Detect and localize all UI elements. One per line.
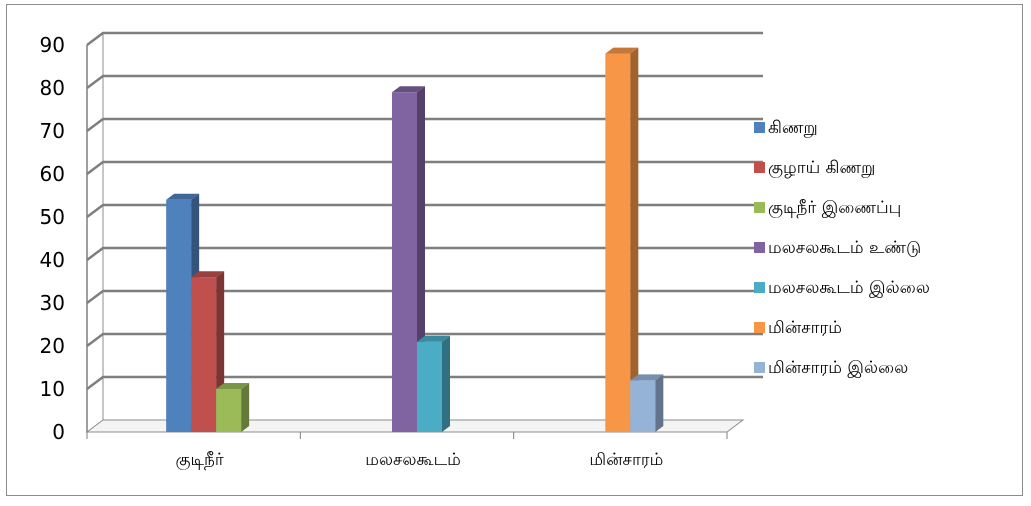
gridline bbox=[86, 332, 763, 347]
y-tick-label: 40 bbox=[40, 248, 65, 272]
bar-top bbox=[392, 86, 425, 93]
y-tick-label: 60 bbox=[40, 162, 65, 186]
bar-side bbox=[630, 47, 639, 432]
legend-label: மலசலகூடம் உண்டு bbox=[768, 238, 921, 258]
bar-side bbox=[241, 383, 250, 432]
legend-swatch bbox=[754, 162, 765, 173]
legend-swatch bbox=[754, 322, 765, 333]
bar-top bbox=[166, 193, 200, 200]
bar-top bbox=[191, 271, 225, 278]
legend-swatch bbox=[754, 242, 765, 253]
bar-top bbox=[630, 374, 664, 381]
y-tick-label: 10 bbox=[40, 377, 65, 401]
chart-frame: 0 10 20 30 40 50 60 70 80 90 குடிநீர் மலசலகூடம் மின்… bbox=[6, 4, 1023, 496]
y-tick-label: 20 bbox=[40, 334, 65, 358]
y-tick-label: 0 bbox=[52, 420, 65, 444]
bar bbox=[630, 380, 656, 432]
bar-side bbox=[442, 335, 450, 432]
legend-swatch bbox=[754, 122, 765, 133]
x-tick-label: மின்சாரம் bbox=[589, 450, 663, 470]
gridline bbox=[86, 160, 763, 175]
legend-label: மலசலகூடம் இல்லை bbox=[768, 278, 930, 298]
gridline bbox=[86, 117, 763, 132]
gridline bbox=[86, 375, 763, 390]
legend-swatch bbox=[754, 282, 765, 293]
legend-label: குடிநீர் இணைப்பு bbox=[768, 198, 901, 218]
y-tick-label: 80 bbox=[40, 76, 65, 100]
gridline bbox=[86, 203, 763, 218]
bar-top bbox=[417, 335, 450, 342]
bar-side bbox=[655, 374, 664, 432]
legend-swatch bbox=[754, 362, 765, 373]
bar bbox=[605, 53, 631, 432]
legend-label: கிணறு bbox=[768, 118, 818, 138]
gridline bbox=[86, 74, 763, 89]
bar-top bbox=[216, 383, 250, 389]
legend-label: மின்சாரம் bbox=[768, 318, 842, 338]
bar-top bbox=[605, 47, 639, 54]
y-tick-label: 90 bbox=[40, 33, 65, 57]
legend-label: குழாய் கிணறு bbox=[768, 158, 875, 178]
bar bbox=[166, 199, 192, 432]
bar bbox=[216, 389, 242, 432]
y-tick-label: 30 bbox=[40, 291, 65, 315]
legend-label: மின்சாரம் இல்லை bbox=[768, 358, 908, 378]
y-tick-label: 70 bbox=[40, 119, 65, 143]
x-tick-label: மலசலகூடம் bbox=[365, 450, 461, 470]
gridline bbox=[86, 246, 763, 261]
gridline bbox=[86, 289, 763, 304]
x-tick-label: குடிநீர் bbox=[176, 450, 224, 470]
bar bbox=[191, 277, 217, 432]
bar bbox=[392, 92, 417, 433]
legend-swatch bbox=[754, 202, 765, 213]
bar-chart: 0 10 20 30 40 50 60 70 80 90 குடிநீர் மலசலகூடம் மின்… bbox=[40, 31, 930, 470]
bar bbox=[417, 341, 442, 432]
y-tick-label: 50 bbox=[40, 205, 65, 229]
gridline bbox=[86, 31, 763, 46]
